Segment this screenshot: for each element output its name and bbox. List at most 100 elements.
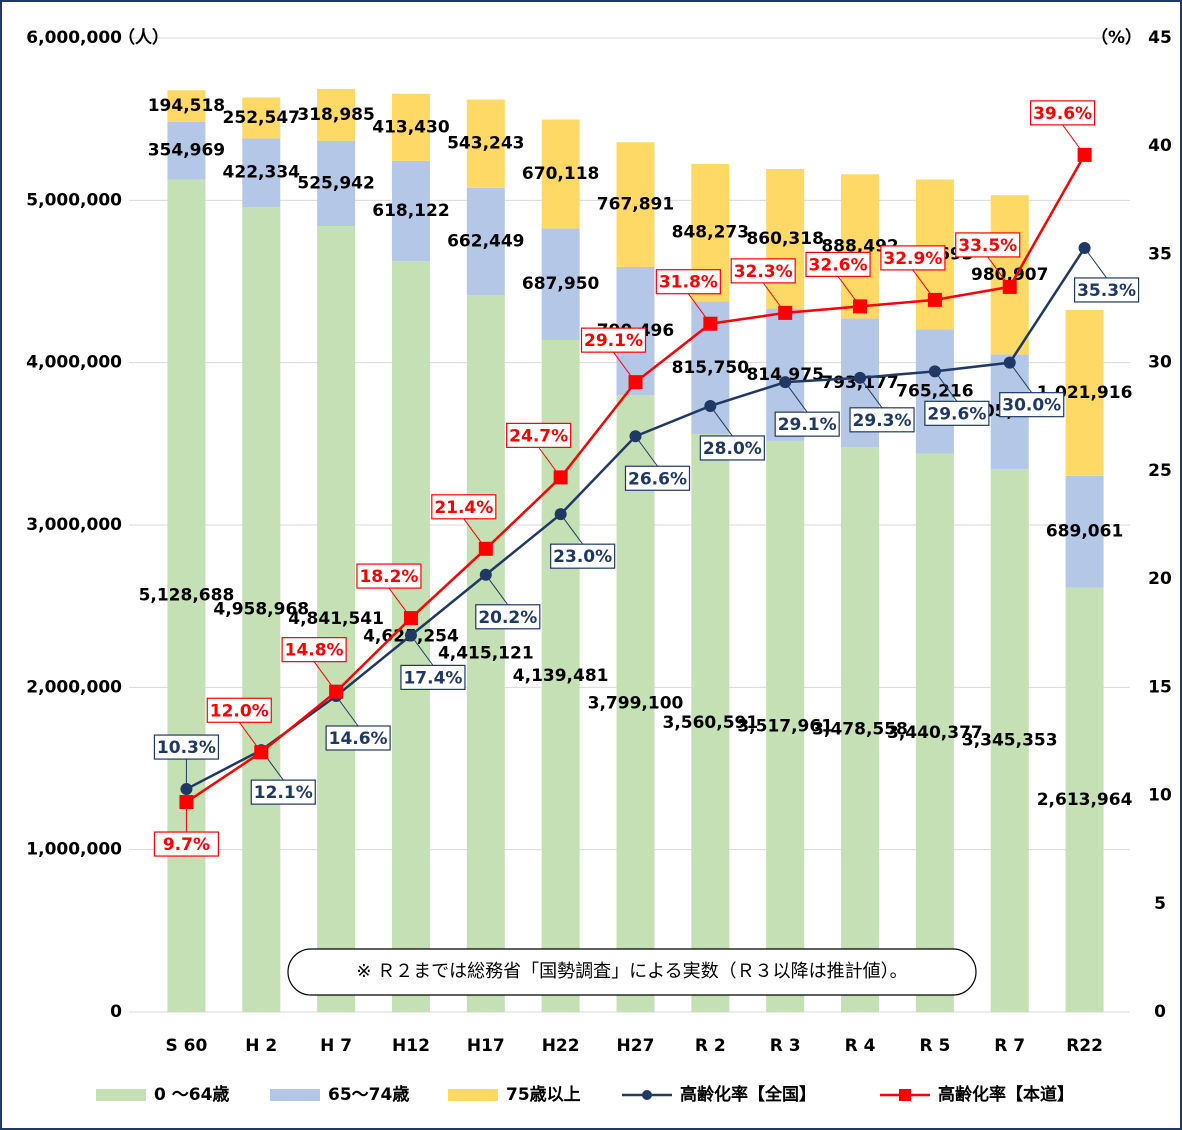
rate-value-label: 35.3% — [1077, 281, 1136, 301]
bar-value-label: 543,243 — [447, 134, 524, 154]
rate-value-label: 21.4% — [434, 498, 493, 518]
label-box — [206, 697, 272, 723]
x-tick-label: H22 — [542, 1036, 580, 1056]
label-leader — [912, 269, 936, 301]
bar-value-label: 670,118 — [522, 164, 599, 184]
rate-value-label: 39.6% — [1033, 104, 1092, 124]
bar-value-label: 814,975 — [746, 365, 823, 385]
bar-segment — [1065, 587, 1104, 1012]
bar-segment — [841, 174, 880, 319]
legend-label: 75歳以上 — [506, 1084, 581, 1105]
rate-value-label: 17.4% — [403, 668, 462, 688]
bar-segment — [841, 447, 880, 1012]
bar-segment — [466, 99, 505, 188]
bar-segment — [167, 90, 206, 122]
label-box — [924, 400, 990, 426]
y-tick-label: 5,000,000 — [26, 190, 122, 210]
legend-label: 0 ～64歳 — [154, 1084, 229, 1105]
bar-value-label: 3,560,591 — [662, 713, 758, 733]
legend: 0 ～64歳 65～74歳 75歳以上 高齢化率【全国】 高齢化率【本道】 — [96, 1084, 1074, 1105]
note: ※ Ｒ２までは総務省「国勢調査」による実数（Ｒ３以降は推計値）。 — [356, 961, 907, 982]
label-box — [880, 245, 946, 271]
label-leader — [987, 256, 1011, 288]
bar-segment — [541, 228, 580, 341]
bar-segment — [466, 295, 505, 1012]
bar-segment — [242, 138, 281, 207]
y2-tick-label: 15 — [1148, 677, 1172, 697]
bar-value-label: 3,517,961 — [737, 716, 833, 736]
y-tick-label: 3,000,000 — [26, 515, 122, 535]
y2-tick-label: 0 — [1154, 1002, 1166, 1022]
x-tick-label: R 7 — [994, 1036, 1025, 1056]
bar-segment — [990, 468, 1029, 1012]
bar-value-label: 5,128,688 — [139, 586, 235, 606]
x-tick-label: R 5 — [919, 1036, 950, 1056]
x-tick-label: H 2 — [245, 1036, 277, 1056]
legend-label: 65～74歳 — [328, 1084, 409, 1105]
y2-tick-label: 20 — [1148, 569, 1172, 589]
rate-value-label: 28.0% — [703, 439, 762, 459]
label-box — [580, 327, 647, 353]
x-tick-label: R 3 — [770, 1036, 801, 1056]
bar-value-label: 2,613,964 — [1037, 790, 1133, 810]
label-box — [431, 494, 497, 520]
rate-value-label: 29.1% — [584, 331, 643, 351]
legend-label: 高齢化率【本道】 — [938, 1084, 1074, 1105]
y-tick-label: 1,000,000 — [26, 840, 122, 860]
label-leader — [837, 276, 861, 307]
legend-swatch — [448, 1089, 498, 1101]
label-leader — [238, 721, 262, 753]
bar-segment — [1065, 309, 1104, 476]
label-box — [1029, 100, 1096, 126]
rate-value-label: 18.2% — [359, 567, 418, 587]
label-box — [475, 604, 541, 630]
y-axis-unit: （人） — [118, 27, 169, 48]
bar-value-label: 252,547 — [223, 108, 300, 128]
label-leader — [635, 435, 658, 467]
bar-value-label: 618,122 — [372, 201, 449, 221]
bar-segment — [317, 88, 356, 141]
bar-segment — [167, 121, 206, 180]
label-leader — [560, 513, 584, 545]
bar-segment — [541, 340, 580, 1012]
bar-segment — [766, 168, 805, 309]
bar-value-label: 3,799,100 — [588, 694, 684, 714]
label-leader — [934, 371, 958, 402]
y2-tick-label: 35 — [1148, 244, 1172, 264]
legend-swatch — [270, 1089, 320, 1101]
label-leader — [859, 377, 883, 409]
label-leader — [410, 635, 434, 666]
legend-marker — [899, 1089, 911, 1101]
label-leader — [463, 518, 487, 550]
label-box — [955, 232, 1021, 258]
bar-value-label: 354,969 — [148, 141, 225, 161]
bar-segment — [317, 226, 356, 1012]
bar-value-label: 3,440,377 — [887, 723, 983, 743]
y-tick-label: 0 — [110, 1002, 122, 1022]
bar-segment — [242, 97, 281, 139]
axes: 0 1,000,000 2,000,000 3,000,000 4,000,000 5,0… — [26, 27, 1172, 1056]
label-box — [325, 725, 391, 751]
x-tick-label: R 2 — [695, 1036, 726, 1056]
label-box — [1073, 277, 1140, 303]
bar-value-label: 980,907 — [971, 265, 1048, 285]
bar-segment — [317, 140, 356, 227]
bar-value-label: 767,891 — [597, 195, 674, 215]
label-box — [356, 563, 422, 589]
label-box — [506, 422, 572, 448]
rate-value-label: 29.3% — [853, 411, 912, 431]
label-box — [250, 779, 316, 805]
rate-value-label: 30.0% — [1002, 396, 1061, 416]
bar-segment — [990, 195, 1029, 355]
x-tick-label: H17 — [467, 1036, 505, 1056]
y2-axis-unit: （%） — [1091, 27, 1142, 48]
bar-segment — [167, 179, 206, 1012]
y-tick-label: 4,000,000 — [26, 353, 122, 373]
label-leader — [1062, 124, 1085, 156]
rate-value-label: 20.2% — [478, 608, 537, 628]
label-leader — [388, 587, 412, 619]
rate-value-label: 29.6% — [927, 404, 986, 424]
bar-segment — [616, 395, 655, 1012]
rate-value-label: 33.5% — [958, 236, 1017, 256]
